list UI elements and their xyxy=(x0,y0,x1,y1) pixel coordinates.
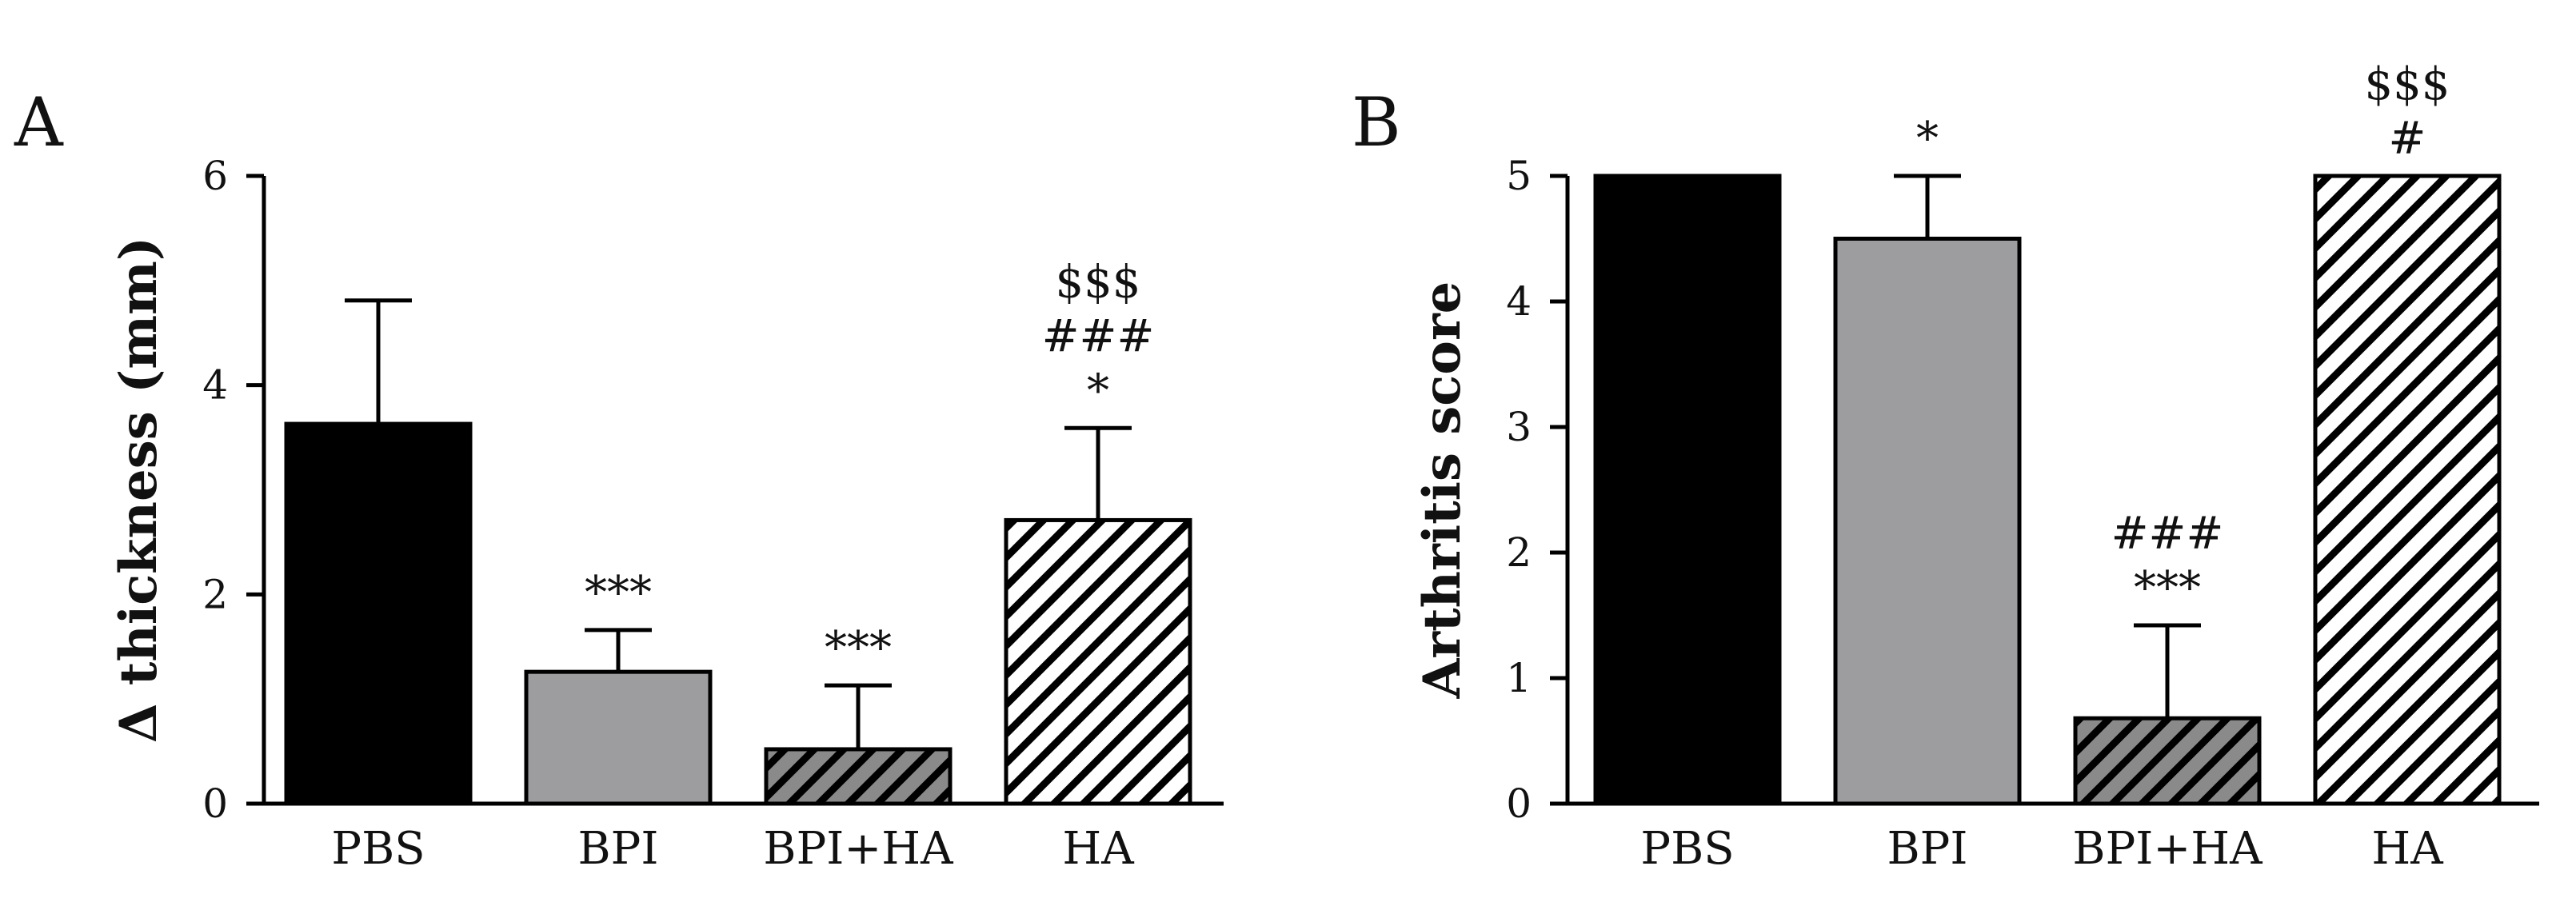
panel-a-significance-label: $$$ xyxy=(1056,256,1141,308)
panel-b-significance-label: *** xyxy=(2134,562,2201,614)
panel-b-bar-pbs xyxy=(1593,174,1782,806)
panel-a-category-label: PBS xyxy=(331,823,425,875)
panel-b-significance-label: * xyxy=(1916,113,1939,165)
panel-b-category-label: PBS xyxy=(1640,823,1734,875)
panel-a-category-label: BPI+HA xyxy=(763,823,953,875)
panel-a-bar-bpi xyxy=(524,669,713,806)
panel-b-y-tick-label: 4 xyxy=(1506,278,1532,325)
panel-a-bar-bpi-ha xyxy=(764,747,953,806)
panel-b-bar-ha xyxy=(2313,174,2502,806)
panel-b-y-tick-label: 5 xyxy=(1506,153,1532,199)
panel-a-y-tick-label: 2 xyxy=(202,571,228,617)
panel-a-category-label: HA xyxy=(1062,823,1134,875)
panel-a-y-tick-label: 0 xyxy=(202,780,228,827)
panel-a-significance-label: *** xyxy=(585,567,652,619)
panel-a-bar-ha xyxy=(1004,517,1192,806)
panel-b: B 0 1 2 3 4 5 Arthritis score PBS BPI * BPI+HA ###*… xyxy=(1352,58,2539,875)
panel-a-y-tick-label: 6 xyxy=(202,153,228,199)
panel-b-y-tick-label: 2 xyxy=(1506,529,1532,576)
panel-a-bar-pbs xyxy=(284,421,473,806)
panel-b-y-tick-label: 1 xyxy=(1506,655,1532,701)
panel-a-category-label: BPI xyxy=(578,823,659,875)
panel-a-letter: A xyxy=(14,83,64,162)
panel-a-significance-label: * xyxy=(1087,365,1109,417)
panel-a-y-axis-title: Δ thickness (mm) xyxy=(109,237,169,743)
panel-a-y-tick-label: 4 xyxy=(202,362,228,409)
panel-b-significance-label: # xyxy=(2389,113,2426,165)
panel-b-significance-label: $$$ xyxy=(2365,58,2450,110)
panel-b-y-tick-label: 3 xyxy=(1506,404,1532,450)
panel-b-bar-bpi xyxy=(1833,237,2022,806)
panel-a-significance-label: ### xyxy=(1042,310,1155,362)
panel-a-plot: 0 2 4 6 Δ thickness (mm) PBS BPI *** BPI+HA *** HA… xyxy=(109,153,1224,875)
panel-b-y-axis-title: Arthritis score xyxy=(1412,281,1472,700)
panel-b-category-label: BPI xyxy=(1887,823,1968,875)
panel-a-significance-label: *** xyxy=(825,622,892,674)
panel-b-category-label: HA xyxy=(2371,823,2443,875)
panel-b-bar-bpi-ha xyxy=(2073,716,2262,806)
panel-b-significance-label: ### xyxy=(2111,508,2224,560)
panel-b-plot: 0 1 2 3 4 5 Arthritis score PBS BPI * BPI+HA ###***… xyxy=(1412,58,2539,875)
panel-b-letter: B xyxy=(1352,83,1401,162)
panel-b-category-label: BPI+HA xyxy=(2072,823,2262,875)
panel-b-y-tick-label: 0 xyxy=(1506,780,1532,827)
